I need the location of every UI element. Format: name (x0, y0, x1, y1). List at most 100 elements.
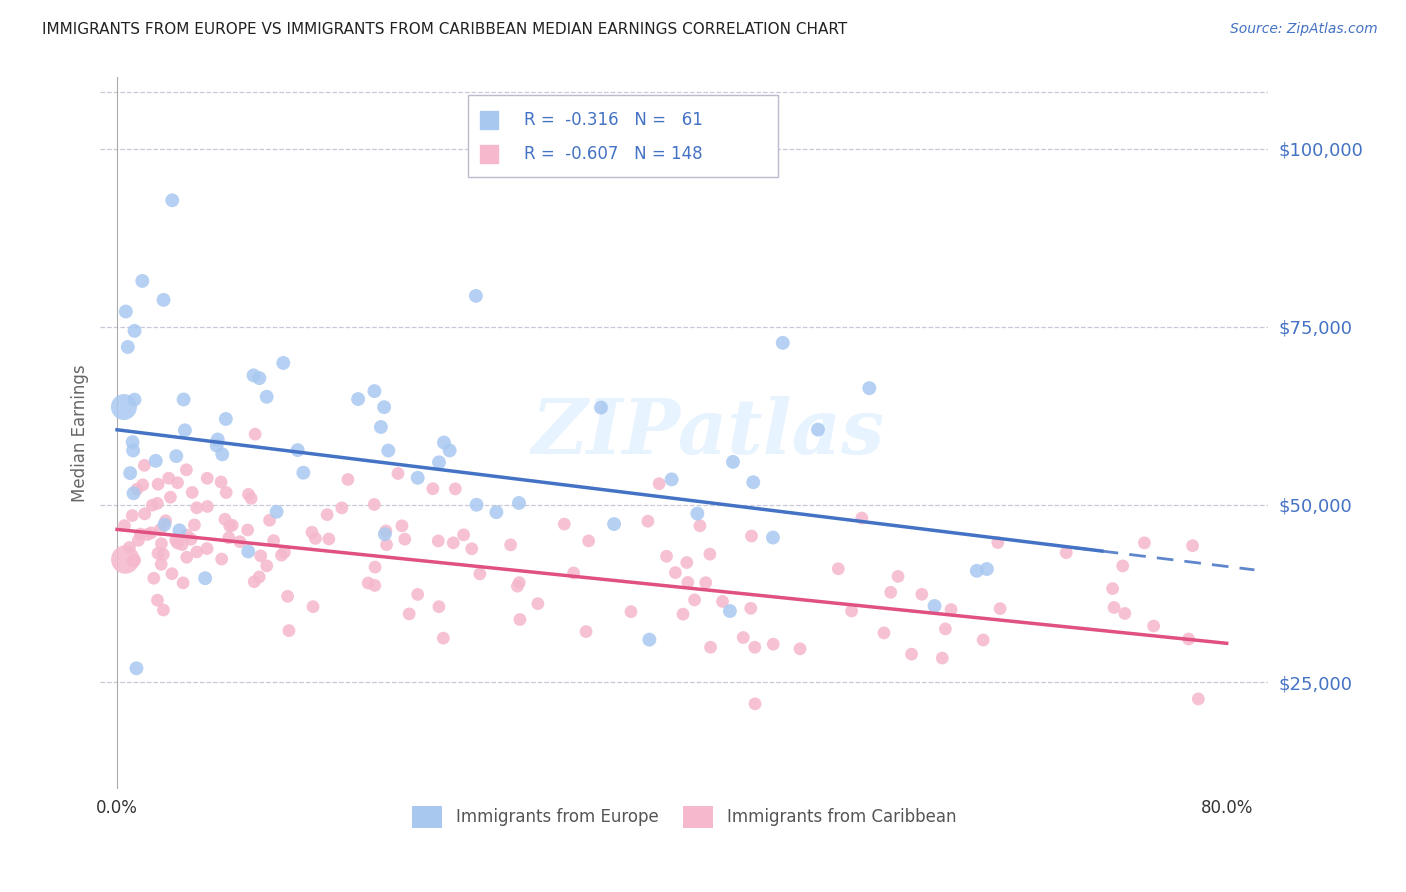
Point (347, 392, 370, 406)
Point (695, 575, 717, 590)
Point (398, 607, 420, 621)
Point (176, 463, 198, 477)
Point (363, 498, 385, 512)
Point (112, 400, 135, 414)
Point (278, 624, 301, 638)
Text: R =  -0.316   N =   61: R = -0.316 N = 61 (524, 111, 703, 128)
Point (238, 487, 260, 501)
Point (851, 511, 873, 525)
Point (676, 575, 699, 590)
Point (316, 508, 339, 522)
Point (827, 562, 849, 576)
Point (183, 517, 205, 532)
Point (287, 443, 309, 458)
Point (122, 554, 145, 568)
Point (176, 528, 198, 542)
Point (391, 518, 413, 533)
Point (672, 607, 695, 622)
Point (966, 564, 988, 578)
Point (152, 293, 174, 307)
Point (131, 274, 153, 288)
Point (375, 538, 398, 552)
Point (153, 517, 176, 532)
Point (439, 443, 461, 458)
Point (879, 585, 901, 599)
Point (553, 517, 575, 532)
Point (240, 491, 263, 506)
Point (186, 545, 208, 559)
Point (742, 475, 765, 490)
Point (427, 599, 450, 614)
Point (686, 507, 709, 521)
Point (176, 550, 198, 565)
Point (125, 482, 148, 496)
Point (247, 371, 270, 385)
Point (509, 613, 531, 627)
Point (121, 508, 143, 523)
Point (427, 455, 450, 469)
Y-axis label: Median Earnings: Median Earnings (72, 365, 89, 502)
Point (1054, 546, 1077, 560)
Point (243, 427, 266, 442)
Point (159, 490, 181, 504)
Point (762, 531, 785, 545)
Point (195, 541, 218, 556)
Point (209, 475, 232, 489)
Text: R =  -0.607   N = 148: R = -0.607 N = 148 (524, 145, 703, 163)
Point (718, 604, 741, 618)
Point (374, 527, 396, 541)
Point (1101, 582, 1123, 596)
Point (711, 594, 734, 608)
Point (165, 449, 187, 463)
Point (740, 529, 762, 543)
Point (173, 392, 195, 407)
Point (508, 575, 530, 590)
Point (562, 566, 585, 580)
Point (166, 536, 188, 550)
Point (485, 505, 508, 519)
Point (336, 472, 359, 486)
Point (387, 467, 409, 481)
Point (122, 486, 145, 500)
Point (900, 647, 922, 661)
Point (374, 524, 396, 538)
Point (160, 566, 183, 581)
Point (578, 533, 600, 548)
Point (215, 412, 238, 426)
Point (461, 541, 484, 556)
Point (256, 390, 278, 404)
Point (149, 523, 172, 537)
Point (1112, 558, 1135, 573)
Point (195, 500, 218, 514)
Point (152, 603, 174, 617)
Point (236, 523, 259, 537)
Point (976, 562, 998, 576)
FancyBboxPatch shape (468, 95, 778, 178)
Point (134, 507, 156, 521)
Point (243, 574, 266, 589)
Point (370, 420, 392, 434)
Point (444, 482, 467, 496)
Point (931, 651, 953, 665)
Point (406, 587, 429, 601)
Point (394, 532, 416, 546)
Point (406, 471, 429, 485)
Legend: Immigrants from Europe, Immigrants from Caribbean: Immigrants from Europe, Immigrants from … (406, 799, 963, 834)
Point (987, 535, 1010, 549)
Point (744, 697, 766, 711)
Point (373, 400, 395, 414)
Point (157, 471, 180, 485)
Point (181, 485, 204, 500)
Point (661, 472, 683, 486)
Point (211, 447, 233, 461)
Point (1133, 536, 1156, 550)
Point (887, 569, 910, 583)
Text: ZIPatlas: ZIPatlas (531, 396, 884, 470)
Point (214, 512, 236, 526)
Point (506, 579, 529, 593)
Point (422, 482, 444, 496)
Point (499, 538, 522, 552)
Point (924, 599, 946, 613)
Point (211, 552, 233, 566)
Point (363, 384, 385, 398)
